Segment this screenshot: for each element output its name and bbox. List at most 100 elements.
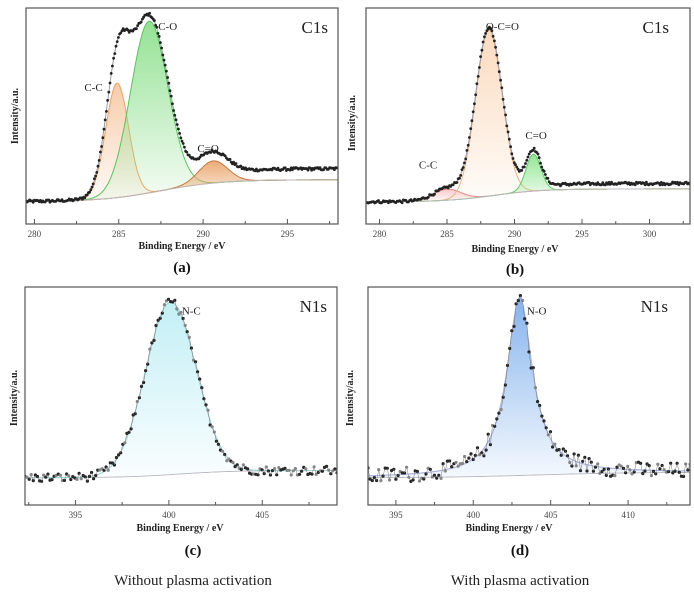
data-point <box>675 461 679 465</box>
data-point <box>600 183 603 187</box>
peak-label-c-c: C-C <box>419 160 437 172</box>
data-point <box>411 478 415 482</box>
data-point <box>88 190 91 194</box>
data-point <box>181 142 185 145</box>
data-connector <box>648 465 652 476</box>
data-connector <box>440 463 444 479</box>
data-connector <box>387 468 390 481</box>
data-connector <box>640 463 644 474</box>
data-point <box>161 53 165 57</box>
x-tick-label: 410 <box>621 510 635 520</box>
data-connector <box>376 469 379 481</box>
panel-c-title: N1s <box>300 297 327 316</box>
data-point <box>283 166 287 170</box>
data-point <box>461 166 465 169</box>
data-point <box>451 183 455 187</box>
data-point <box>202 397 206 401</box>
x-tick-label: 290 <box>508 229 522 239</box>
data-point <box>518 294 523 298</box>
data-point <box>89 188 93 192</box>
data-point <box>460 168 464 172</box>
data-connector <box>683 463 686 477</box>
panel-a-frame <box>25 7 339 225</box>
data-point <box>377 468 381 472</box>
data-point <box>105 110 108 113</box>
background-line <box>366 188 690 203</box>
data-connector <box>406 467 410 478</box>
data-point <box>106 468 110 472</box>
data-point <box>168 89 172 93</box>
data-point <box>647 464 651 468</box>
data-point <box>499 408 503 412</box>
peak-label-c-o: C=O <box>197 143 219 155</box>
data-point <box>153 19 156 22</box>
data-point <box>502 105 506 109</box>
data-connector <box>393 469 397 480</box>
data-connector <box>670 463 674 473</box>
component-area-n-c <box>25 302 337 478</box>
panel-b-plot <box>366 25 690 205</box>
data-connector <box>153 325 157 341</box>
x-tick-label: 285 <box>440 229 454 239</box>
data-point <box>172 109 176 112</box>
data-point <box>469 127 473 130</box>
data-point <box>255 167 258 171</box>
data-point <box>180 139 184 143</box>
data-connector <box>445 461 448 472</box>
data-point <box>175 123 179 126</box>
data-point <box>497 411 501 415</box>
data-point <box>163 63 167 67</box>
data-point <box>596 462 600 466</box>
data-point <box>527 152 531 156</box>
measured-data-points <box>25 297 337 483</box>
data-point <box>402 471 407 475</box>
data-point <box>527 350 531 354</box>
data-point <box>273 467 277 471</box>
data-point <box>103 118 107 122</box>
data-point <box>542 169 546 173</box>
data-point <box>536 152 540 156</box>
data-point <box>459 174 463 177</box>
data-point <box>177 127 180 131</box>
data-point <box>471 110 475 114</box>
data-point <box>162 303 166 307</box>
data-point <box>504 113 507 117</box>
data-point <box>466 143 470 147</box>
data-point <box>546 433 550 437</box>
data-point <box>686 468 690 472</box>
data-point <box>532 146 536 150</box>
data-point <box>510 152 514 156</box>
data-point <box>108 81 112 85</box>
data-point <box>473 102 476 106</box>
data-point <box>659 181 663 184</box>
x-tick-label: 295 <box>575 229 589 239</box>
data-point <box>654 472 658 476</box>
data-point <box>387 201 390 205</box>
x-tick-label: 295 <box>281 229 295 239</box>
panel-d-n1s-with-plasma: 395 400 405 410 N1s Binding Energy / eV Int… <box>345 286 691 559</box>
data-point <box>585 469 589 473</box>
data-point <box>178 132 182 135</box>
panel-c-y-axis-label: Intensity/a.u. <box>9 369 20 426</box>
panel-c-n1s-without-plasma: 395 400 405 N1s Binding Energy / eV Intens… <box>9 286 338 559</box>
panel-c-x-ticks: 395 400 405 <box>28 500 310 520</box>
data-point <box>499 78 502 82</box>
data-point <box>185 150 189 154</box>
data-point <box>448 459 452 463</box>
data-connector <box>539 405 543 417</box>
data-point <box>415 469 419 474</box>
data-point <box>40 479 44 483</box>
data-point <box>133 412 137 416</box>
data-point <box>44 475 48 479</box>
data-point <box>522 165 526 169</box>
data-point <box>381 474 385 478</box>
data-point <box>470 119 474 123</box>
data-point <box>109 72 113 75</box>
data-point <box>159 41 162 44</box>
peak-label-c-o: C-O <box>158 21 177 33</box>
data-point <box>531 366 535 370</box>
panel-b-c1s-with-plasma: 280 285 290 295 300 C1s Binding Energy / eV … <box>347 7 691 278</box>
data-point <box>507 137 511 141</box>
data-point <box>570 464 574 468</box>
caption-with-plasma: With plasma activation <box>451 573 590 589</box>
